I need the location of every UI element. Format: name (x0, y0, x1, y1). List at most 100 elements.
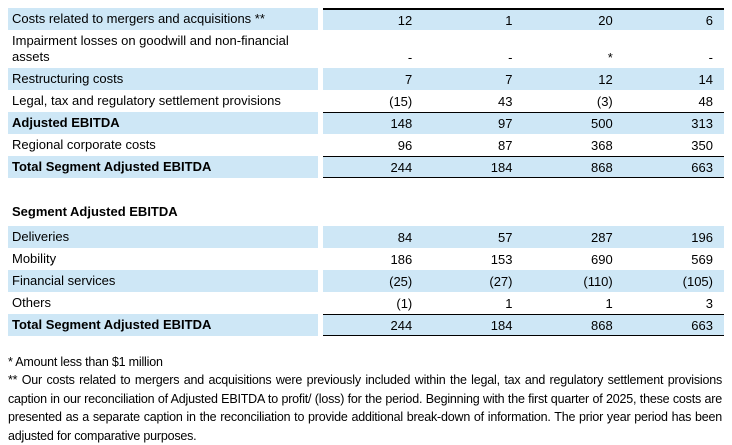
column-gap (318, 156, 323, 178)
cell-value: 7 (405, 71, 413, 87)
column-gap (318, 134, 323, 156)
row-values: - - * - (323, 30, 724, 68)
table-row: Adjusted EBITDA 148 97 500 313 (8, 112, 724, 134)
table-row: Costs related to mergers and acquisition… (8, 8, 724, 30)
column-gap (318, 90, 323, 112)
cell-value: 153 (490, 251, 513, 267)
row-label: Impairment losses on goodwill and non-fi… (12, 33, 289, 64)
row-values: 186 153 690 569 (323, 248, 724, 270)
footnote-double-asterisk: ** Our costs related to mergers and acqu… (8, 373, 722, 443)
cell-value: 12 (397, 12, 413, 28)
cell-value: 20 (598, 12, 613, 28)
row-label: Total Segment Adjusted EBITDA (8, 314, 318, 336)
cell-value: 12 (598, 71, 613, 87)
table-row: Impairment losses on goodwill and non-fi… (8, 30, 724, 68)
table-row: Restructuring costs 7 7 12 14 (8, 68, 724, 90)
cell-value: (25) (389, 273, 413, 289)
cell-value: * (607, 50, 613, 65)
table-row: Deliveries 84 57 287 196 (8, 226, 724, 248)
row-values: 7 7 12 14 (323, 68, 724, 90)
cell-value: 1 (505, 295, 513, 311)
table-row: Financial services (25) (27) (110) (105) (8, 270, 724, 292)
footnotes: * Amount less than $1 million ** Our cos… (8, 353, 722, 445)
column-gap (318, 248, 323, 270)
table-row: Mobility 186 153 690 569 (8, 248, 724, 270)
row-label: Legal, tax and regulatory settlement pro… (12, 93, 281, 108)
table-row: Regional corporate costs 96 87 368 350 (8, 134, 724, 156)
cell-value: 244 (390, 159, 413, 175)
table-row: Others (1) 1 1 3 (8, 292, 724, 314)
column-gap (318, 8, 323, 30)
row-label: Total Segment Adjusted EBITDA (8, 156, 318, 178)
cell-value: 1 (605, 295, 613, 311)
cell-value: 84 (397, 229, 413, 245)
row-values: 244 184 868 663 (323, 314, 724, 336)
column-gap (318, 270, 323, 292)
cell-value: 7 (505, 71, 513, 87)
cell-value: 57 (498, 229, 513, 245)
cell-value: (105) (682, 273, 713, 289)
cell-value: 569 (691, 251, 713, 267)
cell-value: - (508, 50, 513, 65)
row-label: Deliveries (8, 226, 318, 248)
cell-value: 3 (705, 295, 713, 311)
cell-value: 663 (691, 159, 713, 175)
cell-value: 148 (390, 116, 413, 131)
row-label: Others (12, 295, 52, 310)
cell-value: 43 (498, 93, 513, 109)
cell-value: 1 (505, 12, 513, 28)
cell-value: 184 (490, 159, 513, 175)
column-gap (318, 68, 323, 90)
reconciliation-table: Costs related to mergers and acquisition… (8, 8, 724, 178)
column-gap (318, 314, 323, 336)
row-label: Regional corporate costs (12, 137, 156, 152)
cell-value: - (407, 50, 413, 65)
row-values: (15) 43 (3) 48 (323, 90, 724, 112)
cell-value: (27) (489, 273, 513, 289)
cell-value: 196 (691, 229, 713, 245)
section-heading: Segment Adjusted EBITDA (12, 204, 178, 219)
row-values: 96 87 368 350 (323, 134, 724, 156)
column-gap (318, 226, 323, 248)
table-row-total: Total Segment Adjusted EBITDA 244 184 86… (8, 156, 724, 178)
segment-table: Deliveries 84 57 287 196 Mobility 186 15… (8, 226, 724, 336)
cell-value: (110) (583, 273, 613, 289)
cell-value: (3) (596, 93, 613, 109)
row-label: Mobility (12, 251, 57, 266)
table-row: Legal, tax and regulatory settlement pro… (8, 90, 724, 112)
column-gap (318, 292, 323, 314)
cell-value: 96 (397, 137, 413, 153)
cell-value: 287 (591, 229, 613, 245)
cell-value: - (708, 50, 713, 65)
row-values: (1) 1 1 3 (323, 292, 724, 314)
cell-value: 97 (498, 116, 513, 131)
row-values: 84 57 287 196 (323, 226, 724, 248)
cell-value: 244 (390, 317, 413, 333)
row-values: (25) (27) (110) (105) (323, 270, 724, 292)
row-label: Costs related to mergers and acquisition… (8, 8, 318, 30)
cell-value: (15) (389, 93, 413, 109)
cell-value: 87 (498, 137, 513, 153)
cell-value: 663 (691, 317, 713, 333)
cell-value: 313 (691, 116, 713, 131)
row-values: 244 184 868 663 (323, 156, 724, 178)
cell-value: 48 (698, 93, 713, 109)
column-gap (318, 112, 323, 134)
cell-value: 186 (390, 251, 413, 267)
footnote-asterisk: * Amount less than $1 million (8, 355, 163, 369)
row-values: 12 1 20 6 (323, 8, 724, 30)
cell-value: 690 (591, 251, 613, 267)
row-label: Restructuring costs (8, 68, 318, 90)
cell-value: 868 (591, 159, 613, 175)
cell-value: 350 (691, 137, 713, 153)
cell-value: 500 (591, 116, 613, 131)
cell-value: 14 (698, 71, 713, 87)
cell-value: 184 (490, 317, 513, 333)
cell-value: 868 (591, 317, 613, 333)
row-label: Financial services (8, 270, 318, 292)
cell-value: (1) (396, 295, 413, 311)
cell-value: 368 (591, 137, 613, 153)
row-values: 148 97 500 313 (323, 112, 724, 134)
row-label: Adjusted EBITDA (8, 112, 318, 134)
